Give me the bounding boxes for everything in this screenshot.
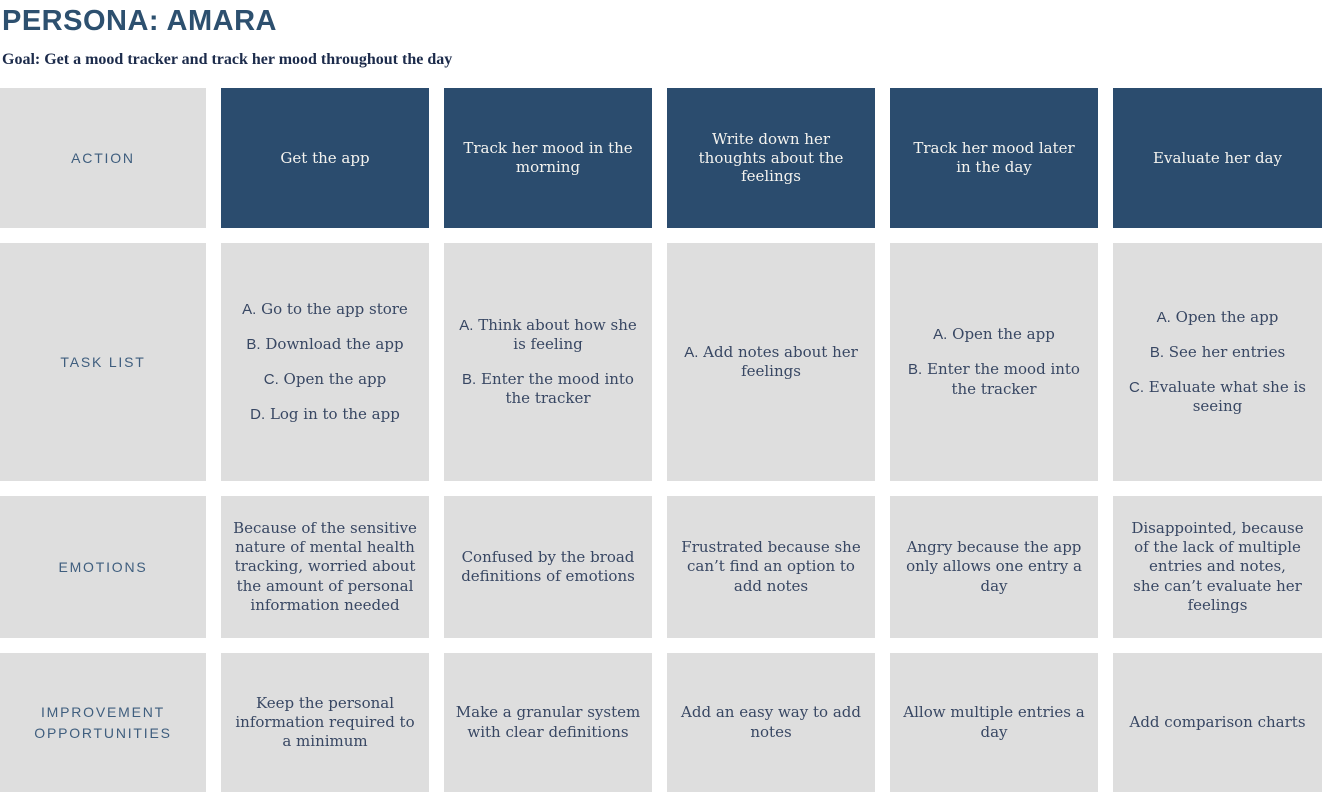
task-list-cell-3: A. Add notes about her feelings	[667, 243, 875, 481]
task-item: A. Add notes about her feelings	[676, 343, 866, 381]
task-item: B. Enter the mood into the tracker	[899, 360, 1089, 398]
improvement-cell-4: Allow multiple entries a day	[890, 653, 1098, 792]
emotion-cell-5: Disappointed, because of the lack of mul…	[1113, 496, 1322, 638]
row-label-action: ACTION	[0, 88, 206, 228]
task-item: A. Open the app	[933, 325, 1055, 344]
row-label-emotions: EMOTIONS	[0, 496, 206, 638]
task-text: Evaluate what she is seeing	[1148, 378, 1306, 416]
action-cell-track-later: Track her mood later in the day	[890, 88, 1098, 228]
row-label-improvement-opportunities: IMPROVEMENT OPPORTUNITIES	[0, 653, 206, 792]
page-header: PERSONA: AMARA Goal: Get a mood tracker …	[2, 5, 452, 69]
task-marker: B.	[908, 361, 923, 379]
improvement-cell-2: Make a granular system with clear defini…	[444, 653, 652, 792]
task-text: Enter the mood into the tracker	[927, 360, 1080, 398]
task-text: Add notes about her feelings	[703, 342, 858, 380]
emotion-cell-2: Confused by the broad definitions of emo…	[444, 496, 652, 638]
task-list-cell-4: A. Open the app B. Enter the mood into t…	[890, 243, 1098, 481]
task-item: C. Open the app	[264, 370, 386, 389]
improvement-cell-5: Add comparison charts	[1113, 653, 1322, 792]
task-item: A. Open the app	[1157, 308, 1279, 327]
improvement-cell-3: Add an easy way to add notes	[667, 653, 875, 792]
task-marker: B.	[462, 371, 477, 388]
task-marker: C.	[263, 371, 279, 388]
task-marker: B.	[246, 335, 261, 353]
action-cell-track-morning: Track her mood in the morning	[444, 88, 652, 228]
action-cell-evaluate-day: Evaluate her day	[1113, 88, 1322, 228]
task-text: Open the app	[1175, 307, 1279, 326]
task-marker: A.	[1156, 308, 1171, 326]
row-label-task-list: TASK LIST	[0, 243, 206, 481]
task-item: B. Download the app	[246, 335, 403, 354]
task-item: D. Log in to the app	[250, 405, 400, 424]
task-list-cell-1: A. Go to the app store B. Download the a…	[221, 243, 429, 481]
task-marker: A.	[933, 326, 948, 344]
task-marker: D.	[250, 406, 266, 424]
task-item: A. Think about how she is feeling	[453, 316, 643, 354]
task-text: Think about how she is feeling	[478, 315, 637, 353]
journey-map-grid: ACTION Get the app Track her mood in the…	[0, 88, 1322, 792]
emotion-cell-1: Because of the sensitive nature of menta…	[221, 496, 429, 638]
action-cell-get-the-app: Get the app	[221, 88, 429, 228]
goal-text: Goal: Get a mood tracker and track her m…	[2, 51, 453, 68]
page-title: PERSONA: AMARA	[2, 5, 277, 37]
task-list-cell-5: A. Open the app B. See her entries C. Ev…	[1113, 243, 1322, 481]
task-marker: A.	[242, 300, 257, 318]
task-text: Go to the app store	[261, 299, 408, 318]
task-marker: A.	[684, 343, 699, 361]
task-list-cell-2: A. Think about how she is feeling B. Ent…	[444, 243, 652, 481]
task-text: Enter the mood into the tracker	[481, 370, 634, 408]
task-text: Log in to the app	[269, 405, 400, 424]
task-marker: A.	[459, 316, 474, 334]
task-text: Open the app	[952, 325, 1055, 344]
task-item: B. Enter the mood into the tracker	[453, 370, 643, 408]
action-cell-write-thoughts: Write down her thoughts about the feelin…	[667, 88, 875, 228]
emotion-cell-3: Frustrated because she can’t find an opt…	[667, 496, 875, 638]
task-item: A. Go to the app store	[242, 300, 408, 319]
task-marker: C.	[1129, 379, 1145, 396]
improvement-cell-1: Keep the personal information required t…	[221, 653, 429, 792]
task-marker: B.	[1149, 343, 1164, 361]
task-text: See her entries	[1168, 342, 1286, 361]
task-text: Open the app	[283, 370, 387, 388]
task-text: Download the app	[265, 334, 404, 353]
task-item: C. Evaluate what she is seeing	[1122, 378, 1313, 416]
task-item: B. See her entries	[1150, 343, 1285, 362]
emotion-cell-4: Angry because the app only allows one en…	[890, 496, 1098, 638]
